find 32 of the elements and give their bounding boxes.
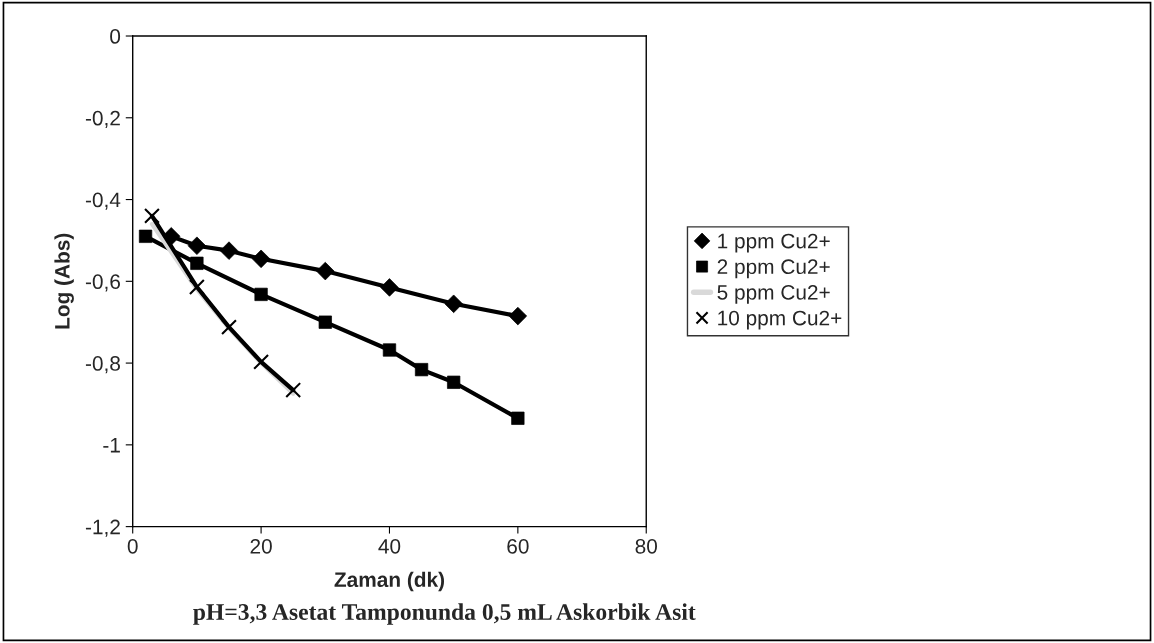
y-tick-label: -0,6 [85,274,120,292]
x-tick-label: 0 [127,538,138,554]
y-tick-label: 0 [110,29,121,44]
point [219,241,239,260]
y-tick-label: -0,2 [85,110,120,128]
legend-label: 1 ppm Cu2+ [718,233,830,253]
point [253,353,270,370]
legend-label: 10 ppm Cu2+ [718,310,842,330]
point [143,207,160,224]
point [318,315,332,329]
point [188,279,205,296]
legend-label: 5 ppm Cu2+ [717,284,830,304]
text: pH=3,3 Asetat Tamponunda 0,5 mL Askorbik Asit [193,603,696,625]
point [447,375,461,389]
point [382,343,397,357]
x-tick-label: 20 [250,538,272,554]
point [316,261,335,281]
point [414,363,429,377]
point [254,287,268,301]
y-tick-label: -1,2 [85,519,120,537]
y-tick-label: -0,4 [85,192,121,210]
point [285,382,302,399]
x-axis-title: Zaman (dk) [334,571,445,592]
y-tick-label: -1 [103,438,120,453]
point [221,319,237,336]
x-tick-label: 60 [507,538,529,554]
y-tick-label: -0,8 [85,356,120,374]
x-tick-label: 80 [635,538,658,554]
x-tick-label: 40 [378,538,401,554]
point [138,229,153,243]
y-axis-title: Log (Abs) [54,233,74,329]
legend-label: 2 ppm Cu2+ [717,259,830,279]
